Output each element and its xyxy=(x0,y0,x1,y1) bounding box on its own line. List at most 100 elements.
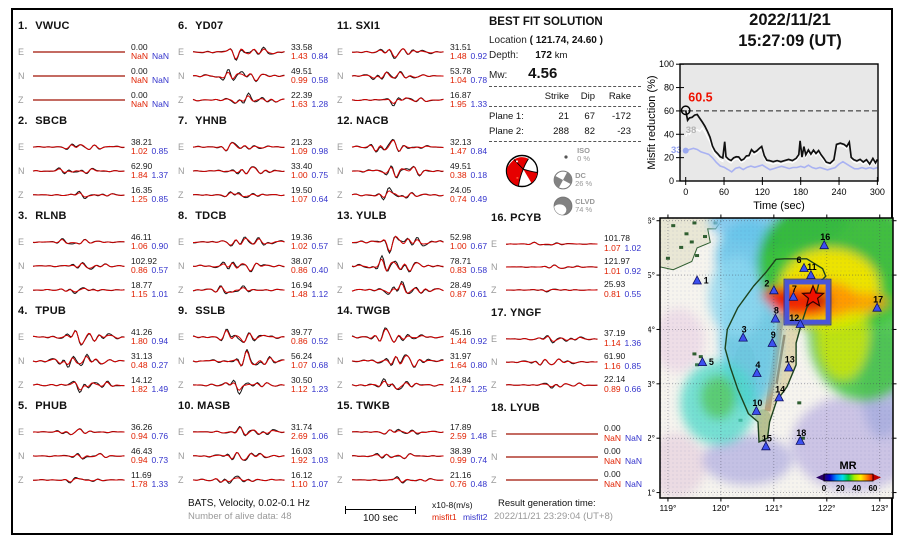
channel-row: N 62.90 1.84 1.37 xyxy=(18,159,178,183)
waveform-trace xyxy=(193,236,285,247)
waveform-synthetic xyxy=(192,477,285,483)
station-number: 17. xyxy=(491,307,507,319)
waveform-trace xyxy=(351,187,444,201)
map-station-number: 9 xyxy=(771,330,776,340)
plane2-row: Plane 2: 288 82 -23 xyxy=(489,124,641,139)
station-number: 9. xyxy=(178,305,188,317)
alive-data-count: Number of alive data: 48 xyxy=(188,511,292,522)
misfit1-value: 0.83 xyxy=(450,265,467,275)
waveform-observed xyxy=(192,69,285,83)
channel-values: 46.43 0.94 0.73 xyxy=(128,445,169,466)
map-station-number: 11 xyxy=(807,262,817,272)
channel-row: Z 24.05 0.74 0.49 xyxy=(337,183,497,207)
event-date: 2022/11/21 xyxy=(749,11,831,29)
amplitude-value: 52.98 xyxy=(450,231,472,242)
station-name: MASB xyxy=(197,400,231,412)
station-panel: 13. YULB E 52.98 1.00 0.67 N 78.71 0.83 0.58 Z 28.… xyxy=(337,210,497,300)
location-row: Location ( 121.74, 24.60 ) xyxy=(489,35,641,46)
channel-row: Z 11.69 1.78 1.33 xyxy=(18,468,178,492)
waveform-synthetic xyxy=(32,381,125,391)
station-title: 2. SBCB xyxy=(18,115,178,135)
waveform-trace xyxy=(351,48,444,59)
amplitude-value: 38.39 xyxy=(450,445,472,456)
waveform-synthetic xyxy=(351,282,444,294)
misfit2-value: 0.92 xyxy=(470,336,488,346)
svg-text:0: 0 xyxy=(669,176,674,186)
map-station-marker xyxy=(783,362,794,372)
misfit2-value: 0.40 xyxy=(311,265,329,275)
amplitude-value: 46.43 xyxy=(131,445,153,456)
channel-label: E xyxy=(18,332,25,342)
plane1-dip: 67 xyxy=(584,111,595,122)
channel-row: N 0.00 NaN NaN xyxy=(18,64,178,88)
waveform-synthetic xyxy=(192,350,285,367)
station-name: YULB xyxy=(355,210,387,222)
channel-label: Z xyxy=(178,475,184,485)
channel-values: 49.51 0.99 0.58 xyxy=(288,66,328,86)
chart-annotation: 60.5 xyxy=(688,91,712,105)
waveform-trace xyxy=(351,327,444,344)
misfit2-value: 1.37 xyxy=(151,170,169,180)
map-station-number: 10 xyxy=(752,398,762,408)
misfit1-value: 0.87 xyxy=(450,289,467,299)
channel-values: 45.16 1.44 0.92 xyxy=(447,327,488,347)
waveform-trace xyxy=(351,254,444,273)
misfit1-value: 1.01 xyxy=(604,265,621,276)
channel-values: 16.12 1.10 1.07 xyxy=(288,470,328,490)
misfit1-value: 1.47 xyxy=(450,146,467,156)
station-title: 10. MASB xyxy=(178,400,338,420)
iso-icon xyxy=(564,155,568,159)
channel-label: N xyxy=(491,261,498,272)
amplitude-value: 22.39 xyxy=(291,89,313,100)
channel-row: E 31.74 2.69 1.06 xyxy=(178,420,338,444)
channel-values: 36.26 0.94 0.76 xyxy=(128,421,168,442)
channel-row: Z 16.35 1.25 0.85 xyxy=(18,183,178,207)
waveform-trace xyxy=(505,357,598,366)
waveform-observed xyxy=(351,280,444,295)
map-station-number: 16 xyxy=(820,232,830,242)
time-scale-label: 100 sec xyxy=(362,513,399,524)
misfit2-value: 0.73 xyxy=(151,455,169,465)
amplitude-value: 31.74 xyxy=(291,421,313,432)
channel-label: E xyxy=(491,333,498,344)
channel-label: E xyxy=(491,238,498,249)
misfit1-value: 1.17 xyxy=(450,384,467,394)
waveform-synthetic xyxy=(352,166,444,178)
map-lat-tick: 23° xyxy=(648,379,655,389)
channel-values: 30.50 1.12 1.23 xyxy=(288,375,328,395)
map-station-marker xyxy=(795,318,806,328)
amplitude-value: 36.26 xyxy=(131,421,153,432)
waveform-observed xyxy=(351,235,444,254)
channel-label: N xyxy=(178,356,185,366)
inversion-grid-box xyxy=(784,279,831,325)
channel-values: 21.16 0.76 0.48 xyxy=(447,470,487,490)
amplitude-value: 16.87 xyxy=(450,89,472,100)
station-name: TWGB xyxy=(356,305,391,317)
channel-label: E xyxy=(337,237,344,247)
channel-row: Z 22.39 1.63 1.28 xyxy=(178,88,338,112)
svg-text:20: 20 xyxy=(836,484,845,493)
waveform-column-2: 6. YD07 E 33.58 1.43 0.84 N 49.51 0.99 0.58 Z 22.3… xyxy=(178,20,338,495)
station-panel: 3. RLNB E 46.11 1.06 0.90 N 102.92 0.86 0.57 Z 18.… xyxy=(18,210,178,300)
misfit1-value: 0.76 xyxy=(450,479,467,489)
misfit2-value: 1.48 xyxy=(470,431,488,441)
misfit2-value: 1.49 xyxy=(151,384,169,394)
channel-row: Z 16.87 1.95 1.33 xyxy=(337,88,497,112)
map-station-number: 4 xyxy=(755,360,760,370)
station-number: 4. xyxy=(18,305,28,317)
channel-label: E xyxy=(178,237,185,247)
misfit2-value: 0.18 xyxy=(470,170,488,180)
waveform-synthetic xyxy=(193,142,285,152)
station-name: LYUB xyxy=(510,402,540,414)
misfit1-value: NaN xyxy=(604,455,622,466)
misfit1-value: 1.44 xyxy=(450,336,467,346)
station-number: 16. xyxy=(491,212,507,224)
misfit2-value: 0.92 xyxy=(624,265,642,276)
waveform-synthetic xyxy=(192,262,285,272)
location-label: Location xyxy=(489,35,527,46)
misfit2-value: 0.64 xyxy=(311,194,329,204)
map-lon-tick: 121° xyxy=(765,503,783,513)
amplitude-value: 49.51 xyxy=(450,160,472,171)
channel-label: Z xyxy=(491,379,497,390)
channel-values: 121.97 1.01 0.92 xyxy=(601,256,642,276)
